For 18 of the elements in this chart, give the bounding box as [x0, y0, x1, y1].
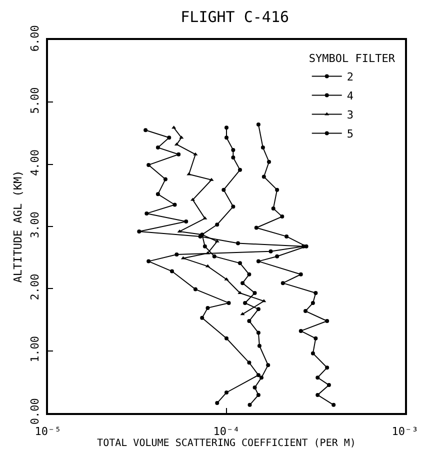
- legend-title: SYMBOL FILTER: [308, 52, 396, 65]
- x-tick-label: 10⁻⁵: [34, 425, 62, 438]
- x-axis-title: TOTAL VOLUME SCATTERING COEFFICIENT (PER M): [97, 438, 356, 450]
- legend-label: 3: [346, 108, 354, 122]
- y-tick-label: 6.00: [28, 25, 42, 52]
- y-tick-label: 5.00: [28, 87, 42, 114]
- y-tick-label: 3.00: [28, 212, 42, 238]
- legend-label: 5: [346, 128, 354, 141]
- chart-title: FLIGHT C-416: [180, 8, 290, 26]
- legend-label: 4: [346, 90, 354, 103]
- x-tick-label: 10⁻³: [392, 425, 418, 438]
- y-axis-title: ALTITUDE AGL (KM): [12, 170, 25, 283]
- y-tick-label: 4.00: [28, 149, 42, 176]
- legend-label: 2: [346, 70, 354, 84]
- x-tick-label: 10⁻⁴: [213, 425, 240, 438]
- y-tick-label: 2.00: [28, 274, 42, 300]
- y-tick-label: 0.00: [28, 398, 42, 425]
- y-tick-label: 1.00: [28, 336, 42, 362]
